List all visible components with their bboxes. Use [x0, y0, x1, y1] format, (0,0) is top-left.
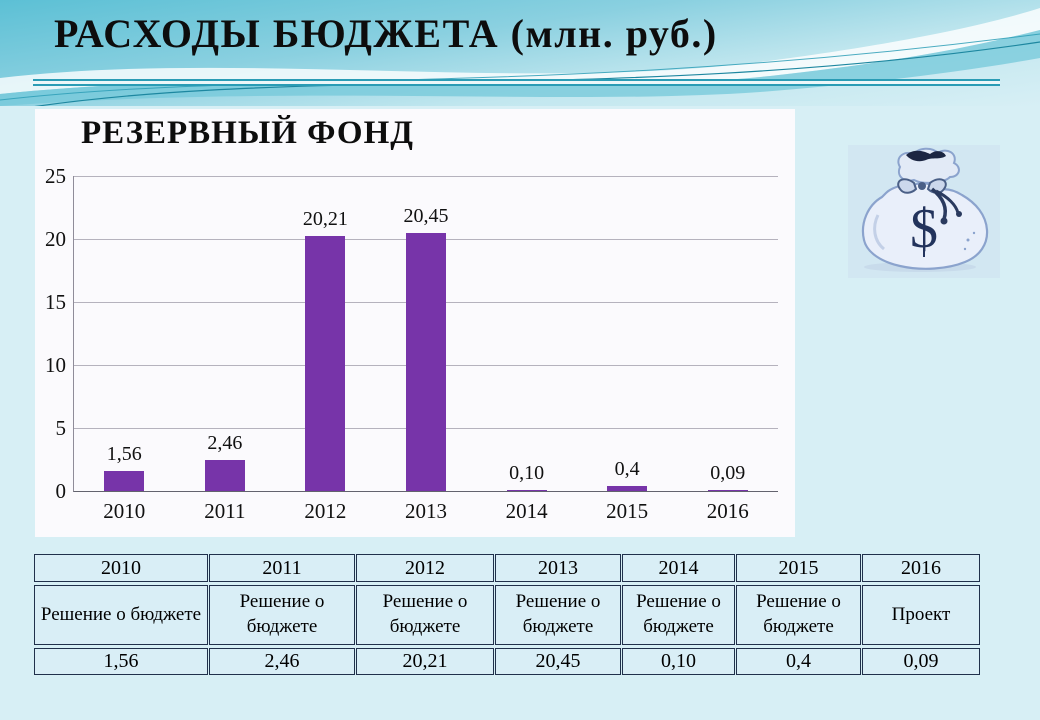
source-cell: Решение о бюджете: [356, 585, 494, 645]
money-bag-image: $: [848, 145, 1000, 278]
table-row: 1,56 2,46 20,21 20,45 0,10 0,4 0,09: [34, 648, 980, 675]
bar: [204, 460, 245, 491]
header-swoosh-decoration: [0, 8, 1040, 106]
bar-value-label: 20,21: [302, 208, 348, 231]
year-cell: 2014: [622, 554, 735, 582]
x-tick-label: 2011: [204, 499, 246, 523]
year-cell: 2015: [736, 554, 861, 582]
year-cell: 2013: [495, 554, 621, 582]
chart-panel: РЕЗЕРВНЫЙ ФОНД 0 5 10 15 20 25 1,56 2010 2,46 201…: [35, 109, 795, 537]
data-table: 2010 2011 2012 2013 2014 2015 2016 Решение о бю…: [33, 551, 981, 678]
value-cell: 0,10: [622, 648, 735, 675]
bar-value-label: 0,09: [710, 461, 746, 484]
year-cell: 2011: [209, 554, 355, 582]
x-tick-label: 2012: [304, 499, 347, 523]
dollar-sign: $: [910, 198, 938, 260]
x-tick-label: 2010: [103, 499, 146, 523]
table-row: 2010 2011 2012 2013 2014 2015 2016: [34, 554, 980, 582]
bar-value-label: 2,46: [207, 432, 243, 455]
source-cell: Решение о бюджете: [495, 585, 621, 645]
slide-title: РАСХОДЫ БЮДЖЕТА (млн. руб.): [54, 11, 718, 56]
x-tick-label: 2016: [706, 499, 749, 523]
source-cell: Решение о бюджете: [34, 585, 208, 645]
table-body: 2010 2011 2012 2013 2014 2015 2016 Решение о бю…: [34, 554, 980, 675]
value-cell: 20,21: [356, 648, 494, 675]
source-cell: Решение о бюджете: [622, 585, 735, 645]
bar: [305, 236, 346, 491]
bar: [406, 233, 446, 491]
bar-value-label: 1,56: [106, 443, 142, 466]
x-tick-label: 2013: [405, 499, 447, 523]
value-cell: 20,45: [495, 648, 621, 675]
bar: [707, 489, 748, 491]
y-tick-label: 20: [45, 227, 66, 251]
y-tick-label: 0: [55, 479, 67, 503]
source-cell: Решение о бюджете: [209, 585, 355, 645]
bar: [104, 471, 145, 491]
title-underline: [33, 79, 1000, 86]
value-cell: 0,4: [736, 648, 861, 675]
bar-value-label: 0,10: [509, 461, 545, 484]
bar: [607, 485, 648, 491]
bar-value-label: 20,45: [403, 205, 449, 228]
value-cell: 2,46: [209, 648, 355, 675]
money-bag-icon: $: [848, 145, 1000, 278]
year-cell: 2012: [356, 554, 494, 582]
bar: [506, 489, 547, 491]
table-row: Решение о бюджете Решение о бюджете Решени…: [34, 585, 980, 645]
year-cell: 2010: [34, 554, 208, 582]
chart-title: РЕЗЕРВНЫЙ ФОНД: [81, 115, 414, 151]
source-cell: Проект: [862, 585, 980, 645]
header-band: [0, 0, 1040, 106]
year-cell: 2016: [862, 554, 980, 582]
y-tick-label: 25: [45, 164, 66, 188]
source-cell: Решение о бюджете: [736, 585, 861, 645]
value-cell: 1,56: [34, 648, 208, 675]
y-tick-label: 5: [55, 416, 67, 440]
x-tick-label: 2014: [505, 499, 548, 523]
bar-chart-plot: 0 5 10 15 20 25 1,56 2010 2,46 2011 20,21 2012 20,45…: [45, 164, 778, 523]
bar-value-label: 0,4: [614, 457, 640, 480]
value-cell: 0,09: [862, 648, 980, 675]
gridline: [74, 175, 778, 177]
x-tick-label: 2015: [606, 499, 649, 523]
y-tick-label: 15: [45, 290, 66, 314]
y-tick-label: 10: [45, 353, 66, 377]
